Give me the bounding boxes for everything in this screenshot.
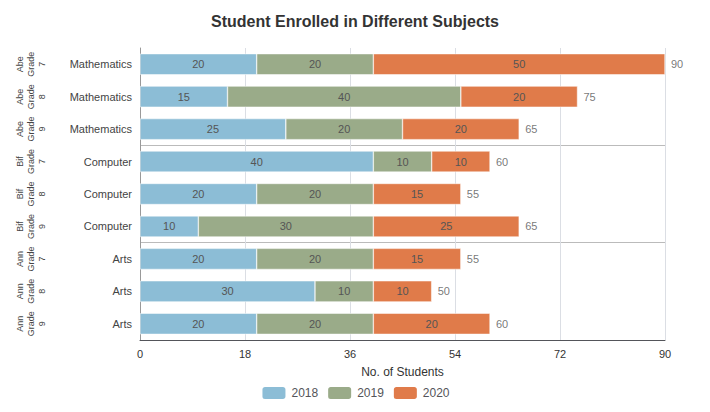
svg-text:60: 60 bbox=[496, 156, 508, 168]
svg-text:9: 9 bbox=[37, 127, 47, 132]
svg-text:50: 50 bbox=[438, 285, 450, 297]
svg-text:54: 54 bbox=[449, 348, 461, 360]
svg-text:60: 60 bbox=[496, 318, 508, 330]
svg-text:Computer: Computer bbox=[84, 156, 133, 168]
svg-text:Mathematics: Mathematics bbox=[70, 58, 133, 70]
svg-text:8: 8 bbox=[37, 289, 47, 294]
svg-text:25: 25 bbox=[207, 123, 219, 135]
svg-text:10: 10 bbox=[396, 156, 408, 168]
svg-text:Arts: Arts bbox=[112, 285, 132, 297]
svg-text:Ann: Ann bbox=[15, 316, 25, 332]
svg-text:Grade: Grade bbox=[26, 52, 36, 77]
svg-text:Grade: Grade bbox=[26, 84, 36, 109]
svg-text:7: 7 bbox=[37, 159, 47, 164]
svg-text:2018: 2018 bbox=[291, 386, 318, 400]
svg-text:No. of Students: No. of Students bbox=[361, 365, 444, 379]
svg-text:20: 20 bbox=[192, 188, 204, 200]
svg-text:Bif: Bif bbox=[15, 221, 25, 232]
svg-text:20: 20 bbox=[338, 123, 350, 135]
svg-text:Bif: Bif bbox=[15, 156, 25, 167]
svg-text:Student Enrolled in Different: Student Enrolled in Different Subjects bbox=[211, 13, 499, 30]
svg-text:8: 8 bbox=[37, 94, 47, 99]
svg-text:Bif: Bif bbox=[15, 188, 25, 199]
svg-text:30: 30 bbox=[280, 220, 292, 232]
svg-text:Grade: Grade bbox=[26, 246, 36, 271]
svg-text:2020: 2020 bbox=[423, 386, 450, 400]
svg-text:Grade: Grade bbox=[26, 117, 36, 142]
svg-text:65: 65 bbox=[525, 220, 537, 232]
svg-text:Grade: Grade bbox=[26, 149, 36, 174]
svg-text:55: 55 bbox=[467, 188, 479, 200]
svg-text:15: 15 bbox=[178, 91, 190, 103]
svg-text:50: 50 bbox=[513, 58, 525, 70]
svg-text:7: 7 bbox=[37, 256, 47, 261]
svg-text:Abe: Abe bbox=[15, 89, 25, 105]
svg-text:10: 10 bbox=[396, 285, 408, 297]
svg-text:36: 36 bbox=[344, 348, 356, 360]
svg-text:20: 20 bbox=[426, 318, 438, 330]
svg-text:55: 55 bbox=[467, 253, 479, 265]
svg-text:20: 20 bbox=[513, 91, 525, 103]
svg-text:Mathematics: Mathematics bbox=[70, 91, 133, 103]
svg-text:40: 40 bbox=[251, 156, 263, 168]
svg-text:Grade: Grade bbox=[26, 181, 36, 206]
svg-text:20: 20 bbox=[455, 123, 467, 135]
svg-text:Mathematics: Mathematics bbox=[70, 123, 133, 135]
svg-text:65: 65 bbox=[525, 123, 537, 135]
svg-text:7: 7 bbox=[37, 62, 47, 67]
svg-text:90: 90 bbox=[659, 348, 671, 360]
svg-text:Abe: Abe bbox=[15, 121, 25, 137]
svg-text:25: 25 bbox=[440, 220, 452, 232]
svg-text:Ann: Ann bbox=[15, 283, 25, 299]
svg-text:2019: 2019 bbox=[357, 386, 384, 400]
svg-text:20: 20 bbox=[192, 318, 204, 330]
svg-text:8: 8 bbox=[37, 191, 47, 196]
svg-text:10: 10 bbox=[338, 285, 350, 297]
svg-text:Computer: Computer bbox=[84, 188, 133, 200]
svg-text:20: 20 bbox=[309, 188, 321, 200]
svg-text:40: 40 bbox=[338, 91, 350, 103]
svg-text:20: 20 bbox=[309, 58, 321, 70]
svg-text:10: 10 bbox=[163, 220, 175, 232]
svg-text:Computer: Computer bbox=[84, 220, 133, 232]
svg-text:Arts: Arts bbox=[112, 318, 132, 330]
svg-text:72: 72 bbox=[554, 348, 566, 360]
svg-text:Arts: Arts bbox=[112, 253, 132, 265]
svg-text:15: 15 bbox=[411, 253, 423, 265]
svg-text:9: 9 bbox=[37, 224, 47, 229]
svg-text:Grade: Grade bbox=[26, 214, 36, 239]
svg-text:20: 20 bbox=[192, 253, 204, 265]
svg-text:30: 30 bbox=[221, 285, 233, 297]
svg-text:18: 18 bbox=[239, 348, 251, 360]
svg-text:90: 90 bbox=[671, 58, 683, 70]
svg-text:Grade: Grade bbox=[26, 311, 36, 336]
svg-text:Ann: Ann bbox=[15, 251, 25, 267]
svg-text:20: 20 bbox=[309, 253, 321, 265]
svg-text:0: 0 bbox=[137, 348, 143, 360]
svg-text:9: 9 bbox=[37, 321, 47, 326]
svg-text:20: 20 bbox=[192, 58, 204, 70]
svg-text:Abe: Abe bbox=[15, 56, 25, 72]
svg-text:15: 15 bbox=[411, 188, 423, 200]
svg-text:10: 10 bbox=[455, 156, 467, 168]
svg-text:Grade: Grade bbox=[26, 279, 36, 304]
svg-text:20: 20 bbox=[309, 318, 321, 330]
svg-text:75: 75 bbox=[584, 91, 596, 103]
